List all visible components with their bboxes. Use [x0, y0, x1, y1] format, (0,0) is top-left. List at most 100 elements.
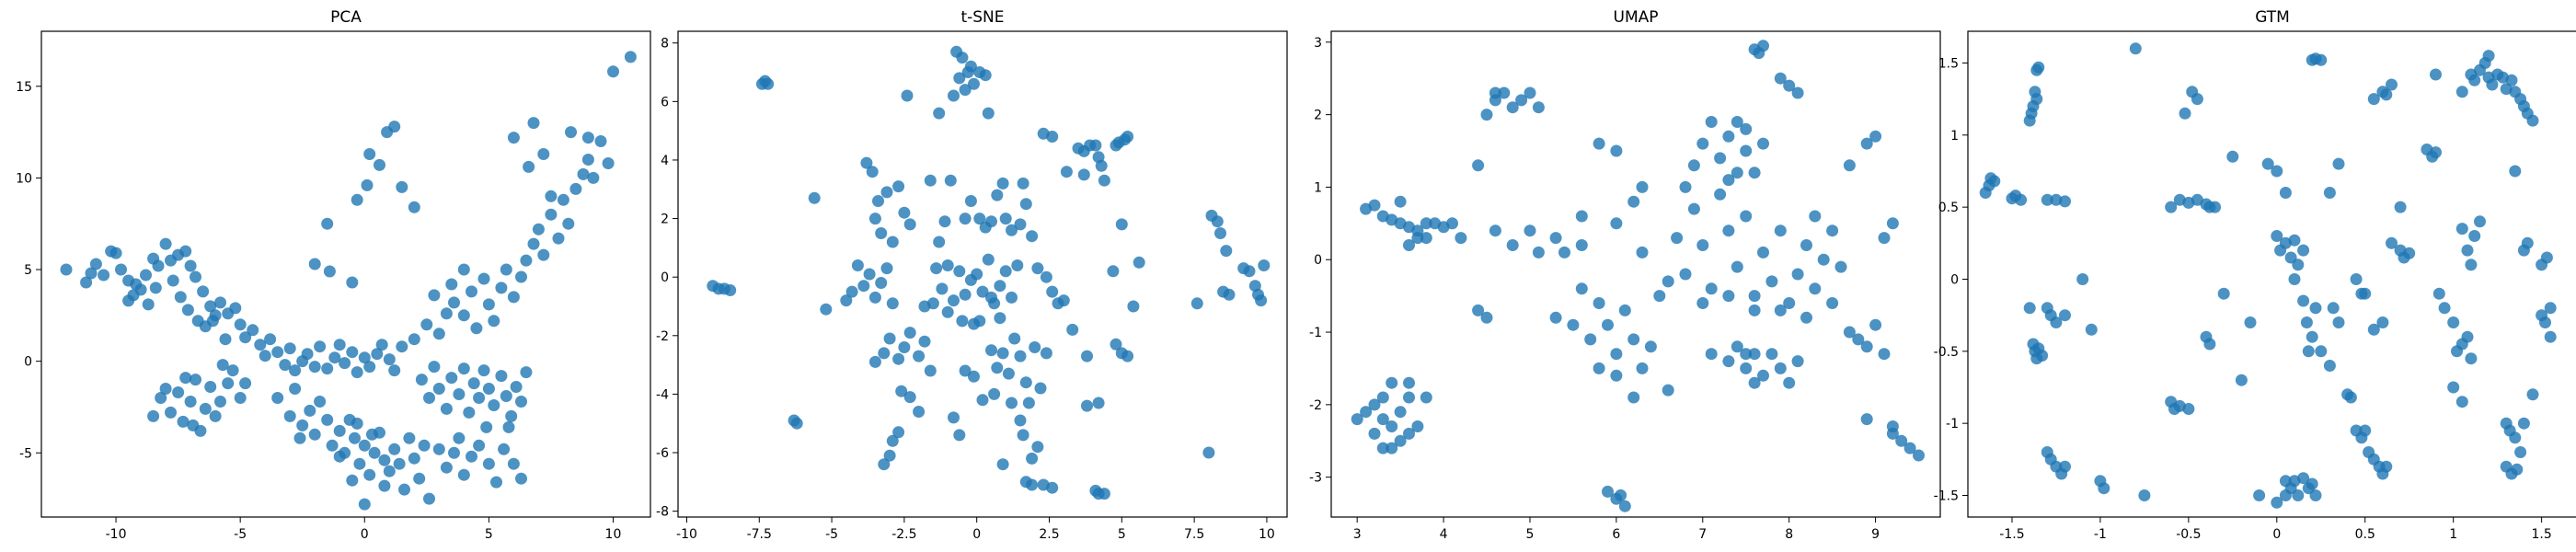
- data-point: [926, 297, 939, 310]
- data-point: [2315, 53, 2328, 66]
- data-point: [1014, 350, 1027, 362]
- data-point: [142, 298, 155, 311]
- data-point: [482, 383, 495, 395]
- data-point: [1783, 376, 1796, 389]
- x-tick-label: -10: [676, 527, 697, 542]
- data-point: [1107, 265, 1120, 278]
- data-point: [1489, 86, 1501, 99]
- data-point: [1420, 217, 1432, 230]
- data-point: [2261, 157, 2274, 170]
- data-point: [510, 381, 523, 393]
- data-point: [1731, 260, 1743, 273]
- data-point: [2380, 460, 2393, 473]
- data-point: [1472, 159, 1485, 172]
- data-point: [457, 263, 470, 276]
- y-tick-label: 8: [661, 37, 669, 52]
- data-point: [415, 374, 428, 386]
- data-point: [1860, 413, 1873, 426]
- data-point: [2394, 201, 2407, 213]
- data-point: [371, 348, 384, 361]
- data-point: [1110, 139, 1122, 152]
- data-point: [2367, 323, 2380, 336]
- data-point: [581, 154, 594, 166]
- data-point: [159, 237, 172, 250]
- data-point: [2461, 244, 2474, 257]
- data-point: [2306, 330, 2318, 343]
- data-point: [1757, 137, 1769, 150]
- data-point: [624, 51, 637, 63]
- data-point: [820, 303, 833, 316]
- data-point: [214, 296, 226, 309]
- data-point: [1662, 275, 1674, 288]
- data-point: [457, 468, 470, 481]
- data-point: [1800, 311, 1812, 324]
- data-point: [1026, 452, 1039, 465]
- data-point: [2129, 42, 2142, 55]
- data-point: [1420, 232, 1432, 245]
- data-point: [1903, 442, 1916, 454]
- data-point: [2380, 88, 2393, 101]
- data-point: [1211, 215, 1224, 228]
- y-tick-label: 10: [16, 171, 32, 186]
- data-point: [515, 396, 527, 408]
- data-point: [918, 335, 931, 348]
- data-point: [1696, 297, 1709, 309]
- data-point: [2203, 338, 2216, 351]
- data-point: [1748, 376, 1761, 389]
- data-point: [1988, 175, 2001, 188]
- data-point: [1748, 304, 1761, 316]
- data-point: [1722, 174, 1735, 187]
- data-point: [482, 457, 495, 470]
- data-point: [964, 195, 977, 207]
- y-tick-label: 1: [1314, 180, 1322, 195]
- data-point: [1593, 362, 1605, 374]
- data-point: [976, 394, 989, 407]
- data-point: [999, 213, 1012, 225]
- data-point: [878, 458, 891, 471]
- x-tick-label: -10: [106, 527, 127, 542]
- data-point: [1368, 427, 1381, 440]
- y-tick-label: 4: [661, 154, 669, 168]
- data-point: [607, 65, 619, 78]
- data-point: [1765, 348, 1778, 361]
- data-point: [1636, 246, 1649, 259]
- data-point: [724, 284, 737, 296]
- data-point: [2521, 236, 2534, 249]
- data-point: [1190, 297, 1203, 310]
- data-point: [569, 182, 582, 195]
- data-point: [167, 274, 179, 287]
- x-axis: 3 4 5 6 7 8 9: [1353, 517, 1880, 542]
- y-tick-label: -2: [656, 329, 669, 344]
- data-point: [375, 339, 388, 351]
- data-point: [1852, 333, 1865, 346]
- data-point: [2085, 323, 2098, 336]
- data-point: [2217, 287, 2230, 300]
- x-axis: -1.5 -1 -0.5 0 0.5 1 1.5: [1999, 517, 2552, 542]
- data-point: [365, 428, 378, 441]
- data-point: [2050, 193, 2063, 206]
- chart-title: GTM: [2255, 8, 2290, 27]
- data-point: [1696, 239, 1709, 251]
- data-point: [1243, 265, 1256, 278]
- data-point: [537, 248, 550, 261]
- data-point: [515, 472, 527, 485]
- y-tick-label: 0: [1314, 253, 1322, 268]
- y-axis: -5 0 5 10 15: [16, 80, 41, 461]
- data-point: [181, 304, 194, 316]
- data-point: [1618, 500, 1631, 512]
- data-point: [941, 305, 954, 318]
- x-tick-label: 1: [2449, 527, 2457, 542]
- x-axis: -10 -7.5 -5 -2.5 0 2.5 5 7.5 10: [676, 517, 1275, 542]
- data-point: [2526, 388, 2539, 401]
- data-point: [1089, 139, 1102, 152]
- data-point: [1455, 232, 1467, 245]
- data-point: [968, 370, 980, 383]
- data-point: [254, 339, 267, 351]
- data-point: [2059, 195, 2071, 208]
- data-point: [467, 377, 480, 390]
- data-point: [1008, 332, 1021, 345]
- data-point: [924, 174, 937, 187]
- data-point: [1687, 202, 1700, 215]
- data-point: [293, 431, 306, 444]
- data-point: [933, 236, 946, 248]
